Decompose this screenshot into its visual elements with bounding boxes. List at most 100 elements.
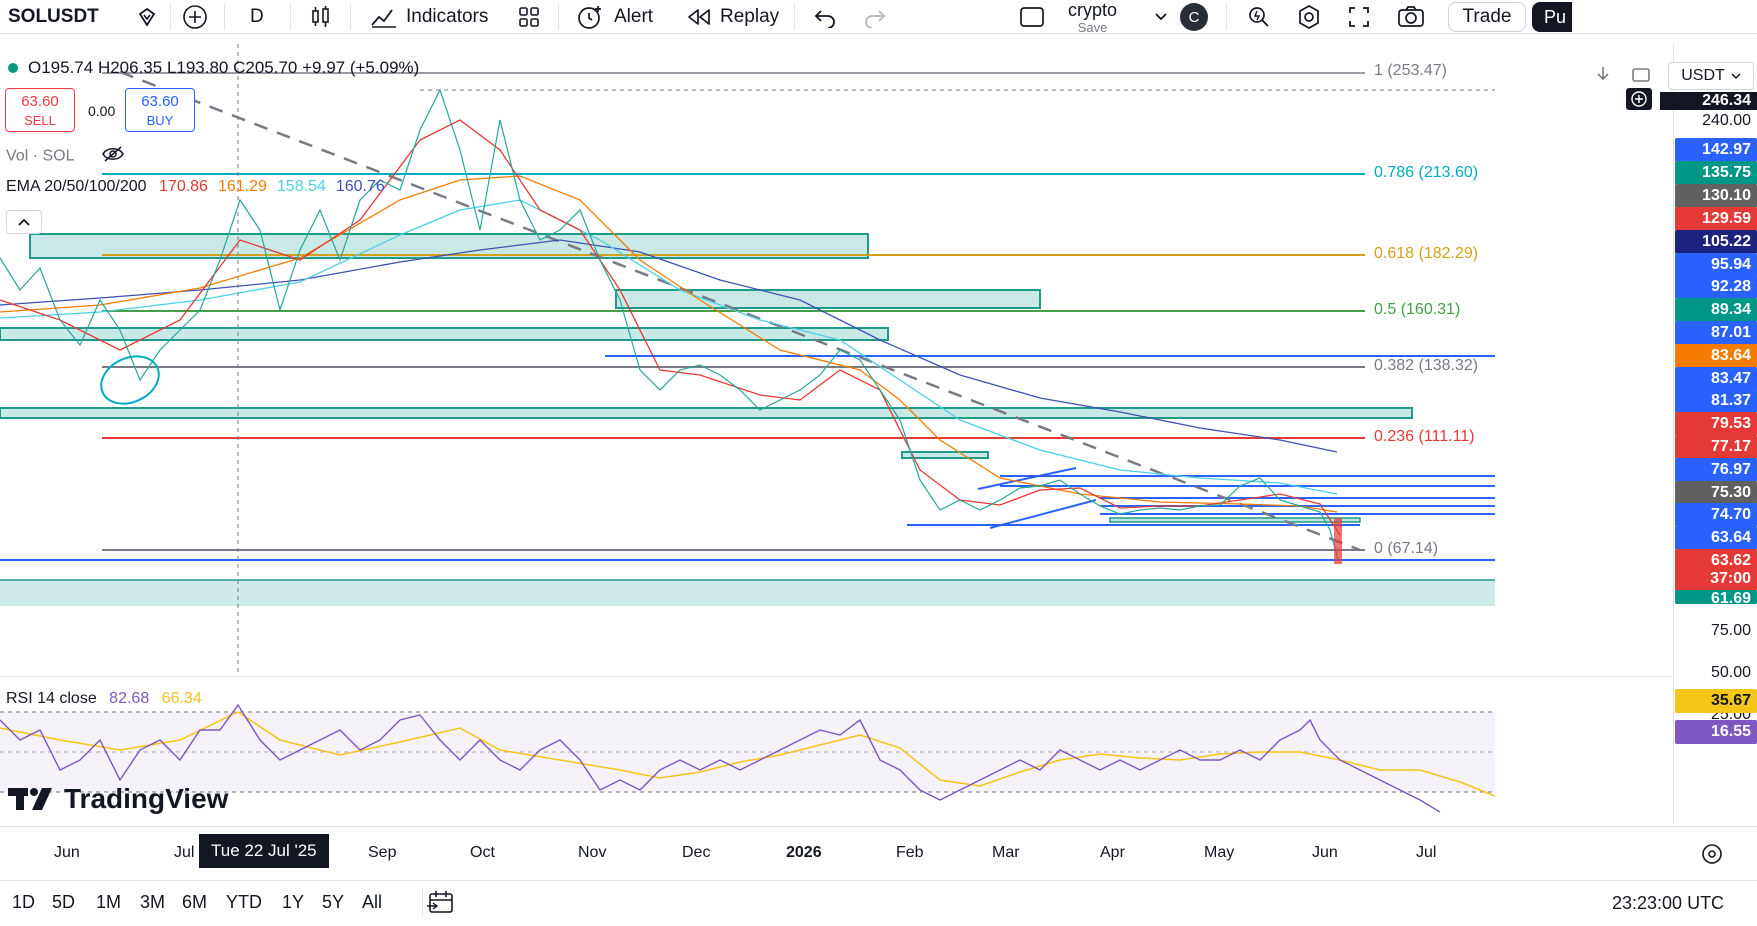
diamond-icon[interactable] [134,0,160,34]
price-label: 142.97 [1675,138,1757,162]
chevron-down-icon[interactable] [1152,0,1170,34]
avatar[interactable]: C [1180,0,1208,34]
range-button-all[interactable]: All [362,892,383,912]
add-price-alert-icon[interactable] [1626,88,1652,110]
time-axis-label: Oct [470,844,495,861]
price-label: 129.59 [1675,207,1757,231]
ema-value: 160.76 [335,178,385,195]
add-symbol-icon[interactable] [180,0,210,34]
download-icon[interactable] [1592,64,1614,86]
fib-level-label: 0.618 (182.29) [1372,245,1481,263]
layout-name-label: crypto [1068,0,1118,20]
ema-legend: EMA 20/50/100/200 170.86 161.29 158.54 160.… [6,178,395,196]
time-axis-label: Mar [992,844,1020,861]
sell-button[interactable]: 63.60 SELL [5,88,75,132]
buy-price: 63.60 [141,93,179,110]
rsi-current-label: 35.67 [1675,689,1757,713]
tradingview-watermark: TradingView [8,783,228,815]
alert-label: Alert [614,6,654,27]
range-button-6m[interactable]: 6M [182,892,208,912]
sell-label: SELL [24,113,56,128]
avatar-letter: C [1180,3,1208,31]
collapse-legend-button[interactable] [6,210,42,234]
ema-label: EMA 20/50/100/200 [6,178,147,195]
currency-label: USDT [1681,67,1725,84]
price-label: 79.53 [1675,412,1757,436]
price-scale-tick: 240.00 [1702,112,1751,129]
range-button-ytd[interactable]: YTD [226,892,262,912]
volume-legend: Vol · SOL [6,146,125,167]
price-label: 61.69 [1675,590,1757,604]
rsi-pane[interactable] [0,682,1670,825]
range-button-1y[interactable]: 1Y [282,892,305,912]
indicators-button[interactable]: Indicators [370,0,488,34]
alert-clock-icon [578,6,601,29]
price-chart[interactable] [0,44,1670,674]
range-button-1d[interactable]: 1D [12,892,36,912]
fib-level-label: 0.382 (138.32) [1372,357,1481,375]
volume-label: Vol · SOL [6,147,74,165]
templates-icon[interactable] [516,0,542,34]
symbol-search[interactable]: SOLUSDT [8,6,99,27]
price-label: 135.75 [1675,161,1757,185]
candles-icon[interactable] [308,0,334,34]
replay-button[interactable]: Replay [686,0,779,34]
publish-button[interactable]: Pu [1532,2,1572,32]
ema-value: 161.29 [217,178,267,195]
chevron-up-icon [18,218,30,226]
time-axis-label: Jul [1416,844,1437,861]
fullscreen-icon[interactable] [1346,0,1372,34]
alert-button[interactable]: Alert [576,0,653,34]
price-label: 76.97 [1675,458,1757,482]
time-axis-label: May [1204,844,1235,861]
settings-icon[interactable] [1296,0,1322,34]
price-label: 63.64 [1675,526,1757,550]
time-axis-label: Sep [368,844,397,861]
top-toolbar: SOLUSDT D Indicators Alert Replay crypto… [0,0,1757,34]
fib-level-label: 0 (67.14) [1372,540,1441,558]
trade-button[interactable]: Trade [1448,2,1526,32]
rsi-scale-tick: 50.00 [1710,664,1751,681]
bottom-bar [0,880,1757,926]
price-label: 74.70 [1675,503,1757,527]
time-axis-label: Jun [1312,844,1338,861]
indicators-icon [371,9,396,28]
layout-name[interactable]: crypto Save [1068,0,1117,34]
buy-button[interactable]: 63.60 BUY [125,88,195,132]
time-axis-label: Jun [54,844,80,861]
time-axis-label: Feb [896,844,924,861]
currency-select[interactable]: USDT [1668,62,1754,90]
maximize-pane-icon[interactable] [1630,64,1652,86]
sell-price: 63.60 [21,93,59,110]
chart-settings-icon[interactable] [1700,842,1724,866]
interval-button[interactable]: D [250,6,264,27]
price-label: 105.22 [1675,230,1757,254]
rsi-scale-tick: 75.00 [1710,622,1751,639]
crosshair-date-label: Tue 22 Jul '25 [199,834,329,868]
time-axis-label: Apr [1100,844,1125,861]
ema-value: 158.54 [276,178,326,195]
indicators-label: Indicators [406,6,489,27]
camera-icon[interactable] [1396,0,1426,34]
range-button-5d[interactable]: 5D [52,892,76,912]
utc-clock[interactable]: 23:23:00 UTC [1612,893,1725,913]
date-range-icon[interactable] [426,890,456,916]
replay-icon [688,9,710,25]
range-button-3m[interactable]: 3M [140,892,166,912]
fib-level-label: 0.786 (213.60) [1372,164,1481,182]
range-button-1m[interactable]: 1M [96,892,122,912]
ohlc-legend: O195.74 H206.35 L193.80 C205.70 +9.97 (+… [8,58,419,78]
price-scale[interactable] [1673,44,1757,824]
quick-search-icon[interactable] [1246,0,1272,34]
layout-select-icon[interactable] [1018,0,1046,34]
price-label: 87.01 [1675,321,1757,345]
spread-value: 0.00 [88,103,116,119]
undo-icon[interactable] [812,0,838,34]
rsi-ma-value: 66.34 [161,690,202,707]
eye-hidden-icon[interactable] [102,146,125,167]
redo-icon[interactable] [862,0,888,34]
price-label: 77.17 [1675,435,1757,459]
range-button-5y[interactable]: 5Y [322,892,345,912]
fib-level-label: 1 (253.47) [1372,62,1449,80]
time-axis-label: Nov [578,844,607,861]
